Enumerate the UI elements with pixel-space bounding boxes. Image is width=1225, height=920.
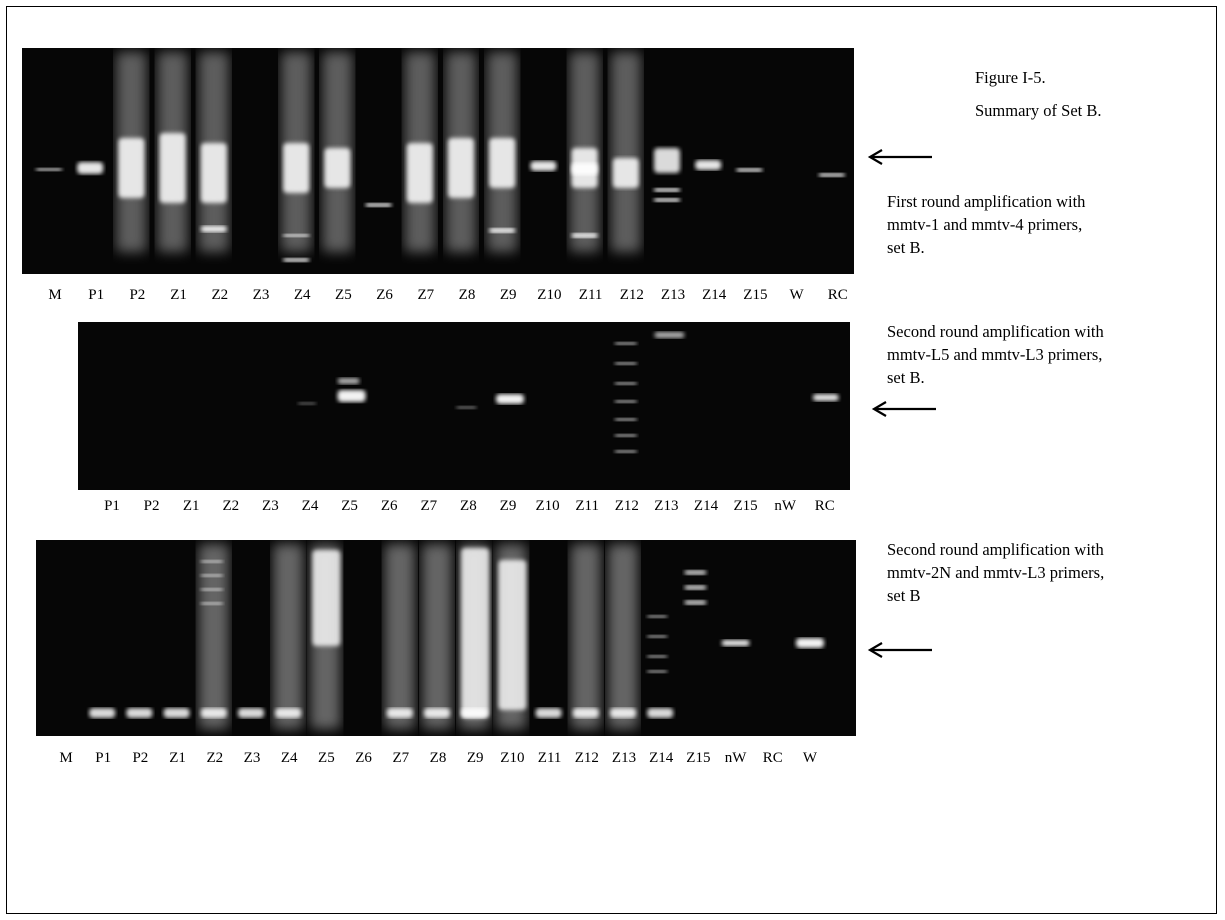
lane-labels-second-round-l5: P1 P2 Z1 Z2 Z3 Z4 Z5 Z6 Z7 Z8 Z9 Z10 Z11 Z12 Z13 Z14 Z15… xyxy=(78,498,850,518)
figure-title: Summary of Set B. xyxy=(975,101,1102,120)
lane-label: W xyxy=(802,750,818,766)
gel-image-second-round-2n xyxy=(36,540,856,736)
lane-label: Z2 xyxy=(206,750,224,766)
lane-label: Z13 xyxy=(654,498,679,514)
lane-label: Z1 xyxy=(170,287,187,303)
lane-label: Z8 xyxy=(429,750,447,766)
lane-label: Z3 xyxy=(252,287,270,303)
lane-label: Z11 xyxy=(537,750,562,766)
lane-label: Z8 xyxy=(460,498,477,514)
lane-label: Z7 xyxy=(392,750,410,766)
lane-label: Z9 xyxy=(499,287,517,303)
gel-image-first-round xyxy=(22,48,854,274)
lane-label: P1 xyxy=(88,287,105,303)
figure-label: Figure I-5. xyxy=(975,68,1046,87)
caption-line: Second round amplification with xyxy=(887,322,1104,341)
lane-label: Z13 xyxy=(611,750,637,766)
lane-label: Z7 xyxy=(420,498,438,514)
caption-first-round: First round amplification with mmtv-1 an… xyxy=(887,190,1085,259)
lane-label: Z9 xyxy=(499,498,517,514)
caption-line: mmtv-2N and mmtv-L3 primers, xyxy=(887,563,1105,582)
lane-label: Z5 xyxy=(318,750,335,766)
lane-label: Z12 xyxy=(619,287,644,303)
lane-label: Z9 xyxy=(466,750,484,766)
caption-second-round-2n: Second round amplification with mmtv-2N … xyxy=(887,538,1104,607)
lane-label: Z6 xyxy=(376,287,393,303)
lane-label: Z14 xyxy=(649,750,674,766)
lane-label: Z10 xyxy=(535,498,560,514)
lane-label: nW xyxy=(724,750,747,766)
lane-label: Z11 xyxy=(575,498,599,514)
lane-label: Z13 xyxy=(660,287,686,303)
lane-label: Z15 xyxy=(743,287,768,303)
lane-label: W xyxy=(789,287,804,303)
lane-label: Z4 xyxy=(293,287,311,303)
lane-label: Z1 xyxy=(182,498,200,514)
lane-label: Z5 xyxy=(335,287,352,303)
lane-label: Z2 xyxy=(211,287,229,303)
lane-label: P1 xyxy=(104,498,120,514)
lane-label: Z15 xyxy=(733,498,758,514)
lane-label: Z2 xyxy=(222,498,240,514)
lane-label: Z8 xyxy=(458,287,476,303)
caption-line: mmtv-1 and mmtv-4 primers, xyxy=(887,215,1083,234)
arrow-icon xyxy=(867,642,932,658)
caption-line: set B xyxy=(887,586,921,605)
arrow-icon xyxy=(871,401,936,417)
arrow-icon xyxy=(867,149,932,165)
lane-label: P2 xyxy=(129,287,146,303)
lane-label: Z14 xyxy=(702,287,727,303)
lane-label: M xyxy=(48,287,62,303)
lane-label: Z7 xyxy=(417,287,435,303)
lane-label: RC xyxy=(814,498,835,514)
lane-label: nW xyxy=(774,498,797,514)
lane-label: Z6 xyxy=(355,750,372,766)
caption-line: mmtv-L5 and mmtv-L3 primers, xyxy=(887,345,1103,364)
caption-line: set B. xyxy=(887,238,925,257)
lane-label: P2 xyxy=(143,498,160,514)
lane-label: Z12 xyxy=(614,498,639,514)
lane-label: Z10 xyxy=(500,750,525,766)
lane-label: Z4 xyxy=(301,498,319,514)
caption-line: Second round amplification with xyxy=(887,540,1104,559)
lane-label: M xyxy=(59,750,73,766)
gel-image-second-round-l5 xyxy=(78,322,850,490)
lane-label: RC xyxy=(827,287,848,303)
caption-line: First round amplification with xyxy=(887,192,1086,211)
lane-label: Z5 xyxy=(341,498,358,514)
lane-label: Z10 xyxy=(537,287,562,303)
caption-second-round-l5: Second round amplification with mmtv-L5 … xyxy=(887,320,1104,389)
caption-line: set B. xyxy=(887,368,925,387)
lane-labels-first-round: M P1 P2 Z1 Z2 Z3 Z4 Z5 Z6 Z7 Z8 Z9 Z10 Z11 Z12 Z13 Z14 Z1… xyxy=(22,287,854,307)
lane-label: RC xyxy=(762,750,783,766)
lane-label: Z4 xyxy=(280,750,298,766)
figure-frame xyxy=(6,6,1217,914)
lane-label: Z3 xyxy=(262,498,279,514)
lane-label: P1 xyxy=(95,750,112,766)
lane-label: Z15 xyxy=(686,750,711,766)
lane-label: Z11 xyxy=(578,287,603,303)
lane-label: Z14 xyxy=(693,498,719,514)
lane-label: Z12 xyxy=(574,750,599,766)
lane-label: Z6 xyxy=(380,498,398,514)
lane-label: Z1 xyxy=(169,750,186,766)
lane-labels-second-round-2n: M P1 P2 Z1 Z2 Z3 Z4 Z5 Z6 Z7 Z8 Z9 Z10 Z11 Z12 Z13 Z14 Z1… xyxy=(36,750,856,770)
lane-label: P2 xyxy=(132,750,149,766)
lane-label: Z3 xyxy=(243,750,261,766)
